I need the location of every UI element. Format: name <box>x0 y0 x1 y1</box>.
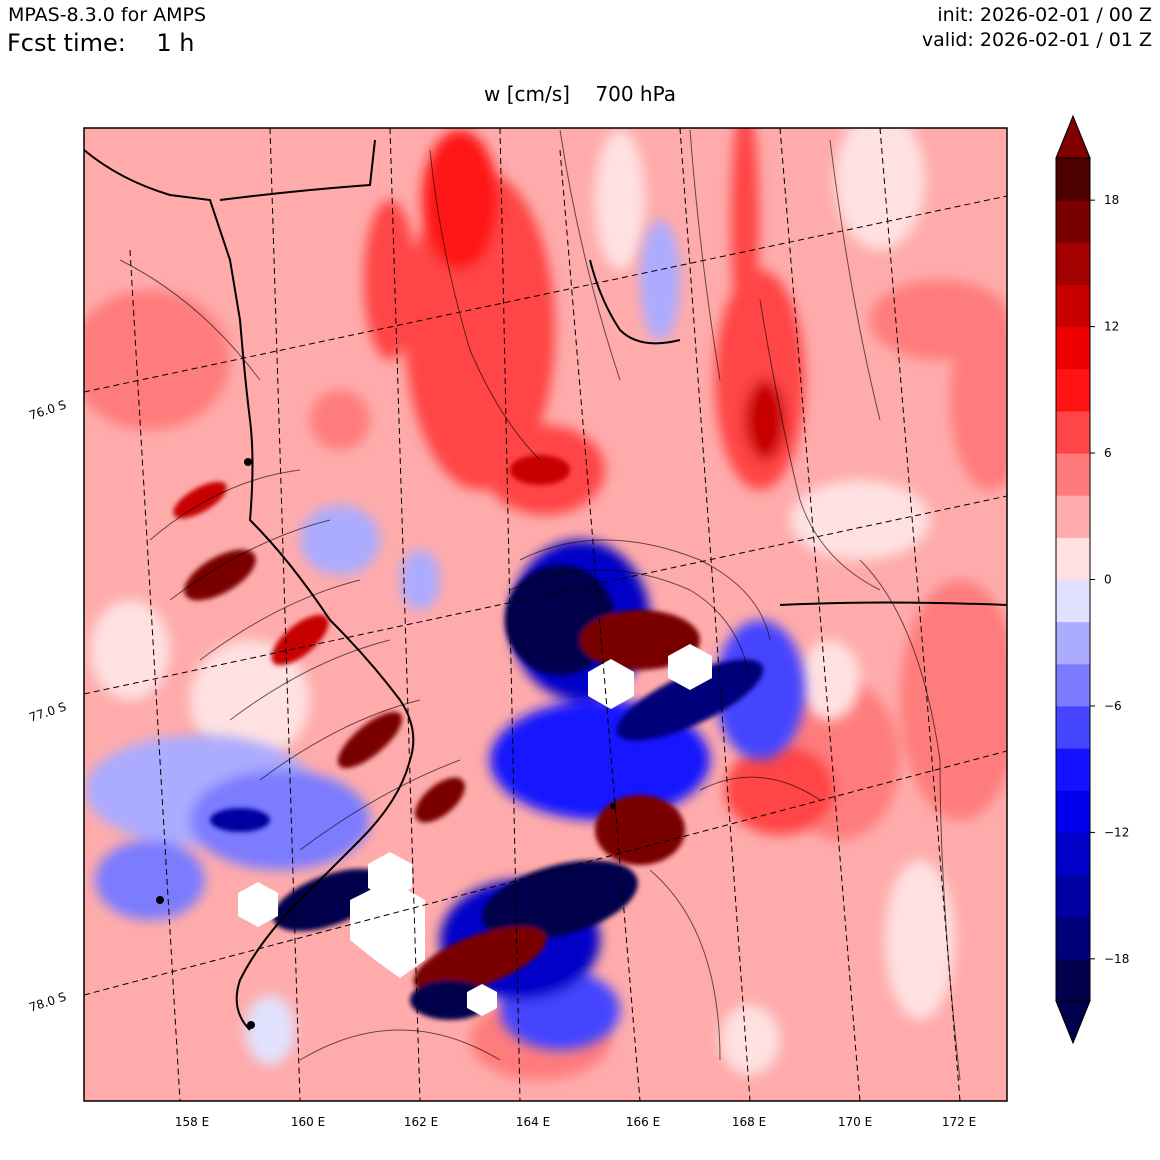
colorbar-segment <box>1056 916 1090 960</box>
colorbar-segment <box>1056 495 1090 538</box>
colorbar-segments <box>1055 157 1091 1002</box>
colorbar-tick-label: 18 <box>1104 193 1119 207</box>
plot-variable: w [cm/s] <box>483 82 570 106</box>
lon-tick-label: 158 E <box>175 1115 209 1129</box>
colorbar: 18 12 6 0 −6 −12 −18 <box>1055 114 1129 1045</box>
colorbar-segment <box>1056 958 1090 1002</box>
colorbar-segment <box>1056 410 1090 454</box>
plot-level: 700 hPa <box>595 82 677 106</box>
colorbar-segment <box>1056 453 1090 496</box>
colorbar-segment <box>1056 832 1090 876</box>
colorbar-tick-label: −18 <box>1104 952 1129 966</box>
lon-tick-label: 172 E <box>942 1115 976 1129</box>
colorbar-segment <box>1056 537 1090 580</box>
colorbar-over-triangle <box>1055 114 1091 159</box>
missing-data-hexagons <box>238 644 712 1016</box>
lat-tick-label: 78.0 S <box>27 990 68 1015</box>
lat-axis: 76.0 S 77.0 S 78.0 S <box>27 398 68 1015</box>
lon-tick-label: 168 E <box>732 1115 766 1129</box>
lon-tick-label: 160 E <box>291 1115 325 1129</box>
model-title: MPAS-8.3.0 for AMPS <box>8 4 207 26</box>
colorbar-tick-label: 0 <box>1104 573 1112 587</box>
colorbar-segment <box>1056 874 1090 918</box>
forecast-time-label: Fcst time: <box>7 29 126 57</box>
colorbar-ticks: 18 12 6 0 −6 −12 −18 <box>1090 193 1129 966</box>
colorbar-tick-label: 6 <box>1104 446 1112 460</box>
graticule <box>84 128 1007 1101</box>
colorbar-tick-label: −6 <box>1104 699 1122 713</box>
colorbar-tick-label: −12 <box>1104 825 1129 839</box>
colorbar-under-triangle <box>1055 1000 1091 1045</box>
lon-axis: 158 E 160 E 162 E 164 E 166 E 168 E 170 … <box>175 1115 976 1129</box>
init-time: init: 2026-02-01 / 00 Z <box>937 4 1152 26</box>
lon-tick-label: 166 E <box>626 1115 660 1129</box>
colorbar-segment <box>1056 158 1090 201</box>
colorbar-segment <box>1056 663 1090 707</box>
colorbar-segment <box>1056 326 1090 370</box>
colorbar-segment <box>1056 621 1090 665</box>
forecast-time: Fcst time: 1 h <box>7 29 194 57</box>
coastline <box>84 139 1007 1031</box>
plot-title: w [cm/s] 700 hPa <box>0 82 1160 106</box>
map-frame <box>83 127 1008 1102</box>
weak-regions <box>90 128 955 1075</box>
forecast-time-value: 1 h <box>156 29 195 57</box>
lat-tick-label: 76.0 S <box>27 398 68 423</box>
colorbar-segment <box>1056 200 1090 243</box>
colorbar-segment <box>1056 705 1090 749</box>
intense-cores <box>173 455 764 1020</box>
lon-tick-label: 170 E <box>838 1115 872 1129</box>
lon-tick-label: 164 E <box>516 1115 550 1129</box>
valid-time: valid: 2026-02-01 / 01 Z <box>921 29 1152 51</box>
contour-lines <box>119 129 961 1081</box>
lon-tick-label: 162 E <box>404 1115 438 1129</box>
lat-tick-label: 77.0 S <box>27 700 68 725</box>
colorbar-tick-label: 12 <box>1104 320 1119 334</box>
colorbar-segment <box>1056 790 1090 833</box>
colorbar-segment <box>1056 242 1090 285</box>
map-field <box>84 128 1007 1101</box>
colorbar-segment <box>1056 368 1090 412</box>
colorbar-segment <box>1056 284 1090 328</box>
colorbar-segment <box>1056 748 1090 791</box>
colorbar-segment <box>1056 579 1090 623</box>
station-markers <box>156 458 616 1029</box>
